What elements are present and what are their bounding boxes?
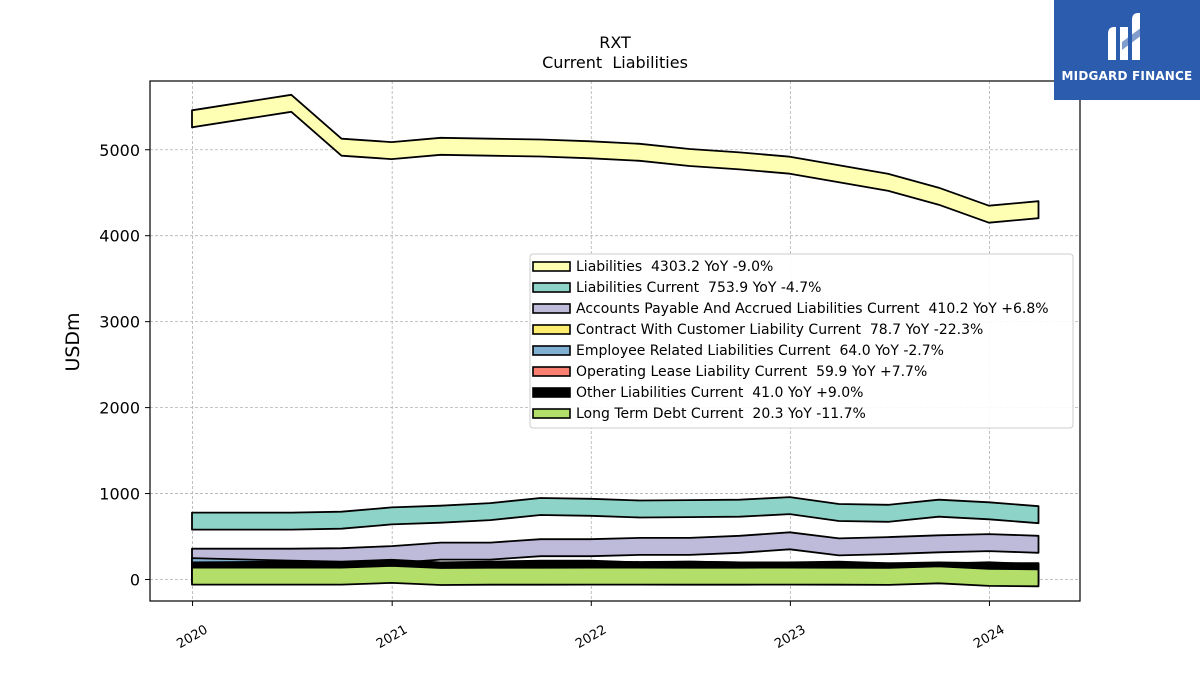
legend-box [529,253,1074,429]
x-tick-label: 2023 [772,622,808,652]
y-tick-label: 0 [130,571,140,590]
chart-subtitle: Current Liabilities [542,53,688,72]
legend-label: Other Liabilities Current 41.0 YoY +9.0% [576,385,863,401]
y-tick-label: 5000 [99,141,140,160]
series-band-2 [191,496,1040,531]
y-tick-label: 2000 [99,399,140,418]
x-tick-label: 2020 [174,622,210,652]
legend-swatch [532,303,571,314]
legend-label: Liabilities 4303.2 YoY -9.0% [576,259,773,275]
legend-swatch [532,408,571,419]
legend-swatch [532,366,571,377]
y-tick-label: 3000 [99,313,140,332]
series-band-1 [191,93,1040,224]
chart-title: RXT [599,33,631,52]
legend-label: Liabilities Current 753.9 YoY -4.7% [576,280,821,296]
x-tick-label: 2021 [374,622,410,652]
y-axis: 0 1000 2000 3000 4000 5000 [99,141,150,590]
series-layer [191,93,1040,588]
legend-swatch [532,282,571,293]
legend-label: Employee Related Liabilities Current 64.… [576,343,944,359]
series-band-3 [191,531,1040,567]
plot-frame [149,80,1081,602]
legend: Liabilities 4303.2 YoY -9.0% Liabilities … [529,253,1074,429]
y-axis-label: USDm [62,312,84,371]
legend-swatch [532,345,571,356]
series-band-8 [191,565,1040,588]
x-tick-label: 2022 [573,622,609,652]
legend-label: Accounts Payable And Accrued Liabilities… [576,301,1049,317]
brand-logo: MIDGARD FINANCE [1054,0,1200,100]
legend-swatch [532,387,571,398]
x-axis: 2020 2021 2022 2023 2024 [174,601,1007,652]
logo-text: MIDGARD FINANCE [1061,69,1193,83]
legend-swatch [532,324,571,335]
legend-label: Long Term Debt Current 20.3 YoY -11.7% [576,406,866,422]
y-tick-label: 4000 [99,227,140,246]
legend-label: Contract With Customer Liability Current… [576,322,983,338]
y-tick-label: 1000 [99,485,140,504]
legend-swatch [532,261,571,272]
x-tick-label: 2024 [971,622,1007,652]
legend-label: Operating Lease Liability Current 59.9 Y… [576,364,927,380]
logo-mark-icon [1108,13,1146,60]
